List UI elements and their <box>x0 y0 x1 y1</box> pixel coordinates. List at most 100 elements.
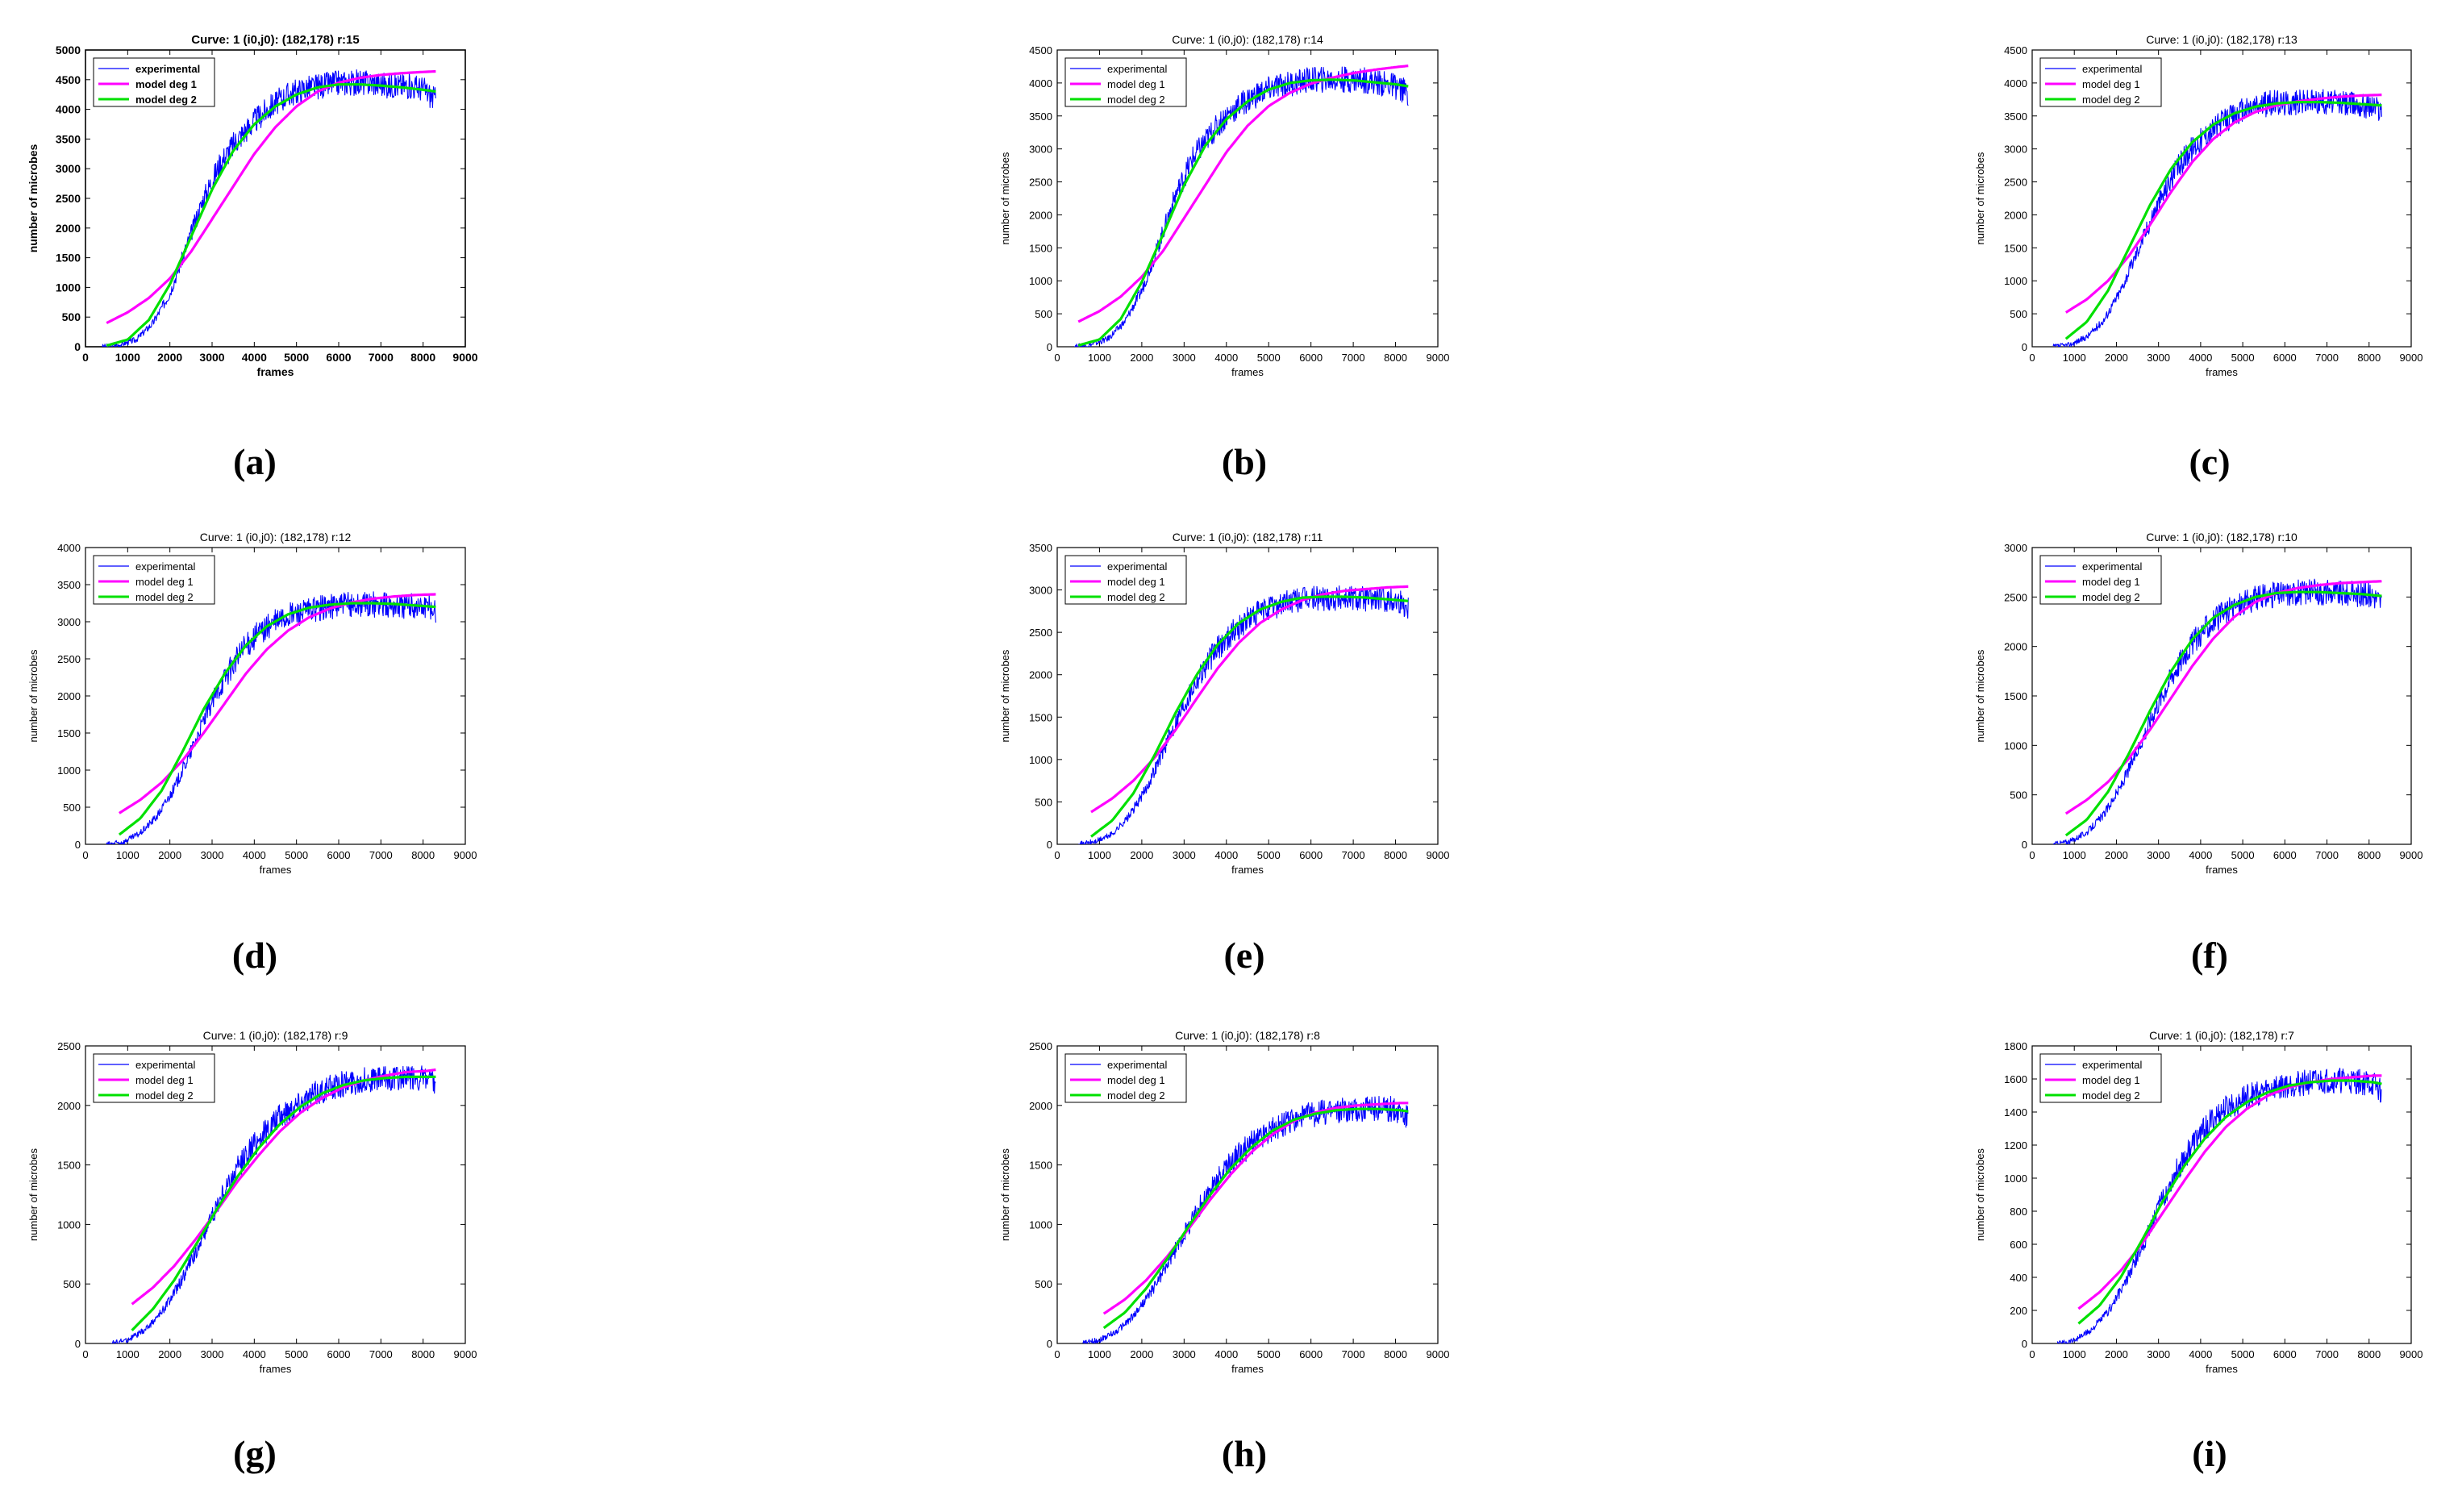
y-tick-label: 3000 <box>1029 585 1052 597</box>
x-tick-label: 6000 <box>1299 352 1323 364</box>
x-tick-label: 9000 <box>452 351 477 364</box>
y-tick-label: 2000 <box>57 690 81 702</box>
chart-title: Curve: 1 (i0,j0): (182,178) r:10 <box>2146 531 2297 544</box>
y-tick-label: 1000 <box>2004 1173 2027 1185</box>
y-tick-label: 0 <box>75 1338 81 1350</box>
x-tick-label: 6000 <box>2273 1348 2297 1360</box>
x-tick-label: 3000 <box>2147 1348 2170 1360</box>
x-tick-label: 5000 <box>284 351 309 364</box>
y-tick-label: 500 <box>2010 308 2027 320</box>
legend-entry: model deg 2 <box>2082 1089 2140 1102</box>
y-tick-label: 1000 <box>57 764 81 777</box>
x-tick-label: 4000 <box>1214 352 1238 364</box>
x-tick-label: 0 <box>82 351 89 364</box>
y-tick-label: 2500 <box>1029 627 1052 639</box>
legend-entry: experimental <box>2082 560 2143 573</box>
y-axis-title: number of microbes <box>27 144 40 253</box>
series-line-model-deg-1 <box>1102 1102 1409 1315</box>
y-tick-label: 1000 <box>1029 754 1052 766</box>
legend-entry: model deg 1 <box>135 1074 194 1086</box>
x-tick-label: 0 <box>82 849 88 861</box>
x-tick-label: 4000 <box>1214 1348 1238 1360</box>
y-tick-label: 1000 <box>2004 739 2027 752</box>
legend-entry: experimental <box>1107 63 1168 75</box>
chart-panel-9: Curve: 1 (i0,j0): (182,178) r:70 1000 2000… <box>1974 1029 2422 1375</box>
y-tick-label: 1500 <box>2004 242 2027 254</box>
y-tick-label: 500 <box>63 1278 81 1290</box>
series-line-model-deg-2 <box>1102 1107 1409 1330</box>
x-tick-label: 6000 <box>326 351 351 364</box>
panel-label-h: (h) <box>1222 1433 1267 1474</box>
x-tick-label: 7000 <box>2315 1348 2339 1360</box>
series-line-experimental <box>110 1065 436 1343</box>
x-tick-label: 9000 <box>1427 849 1450 861</box>
series-line-model-deg-1 <box>131 1068 436 1306</box>
y-tick-label: 2000 <box>1029 669 1052 681</box>
y-tick-label: 500 <box>1035 796 1052 808</box>
y-tick-label: 1400 <box>2004 1106 2027 1118</box>
y-tick-label: 1500 <box>1029 242 1052 254</box>
chart-title: Curve: 1 (i0,j0): (182,178) r:11 <box>1173 531 1323 544</box>
x-tick-label: 0 <box>1054 849 1060 861</box>
x-tick-label: 9000 <box>1427 352 1450 364</box>
y-tick-label: 4000 <box>57 542 81 554</box>
y-tick-label: 1500 <box>2004 690 2027 702</box>
x-axis-title: frames <box>2206 1363 2238 1375</box>
x-tick-label: 1000 <box>2063 849 2086 861</box>
y-tick-label: 4000 <box>2004 77 2027 90</box>
y-tick-label: 500 <box>1035 1278 1052 1290</box>
legend-entry: model deg 2 <box>1107 1089 1165 1102</box>
y-axis-title: number of microbes <box>999 1148 1011 1241</box>
x-tick-label: 7000 <box>2315 849 2339 861</box>
x-tick-label: 9000 <box>2400 849 2423 861</box>
y-axis-title: number of microbes <box>999 152 1011 244</box>
x-axis-title: frames <box>2206 864 2238 876</box>
x-tick-label: 2000 <box>158 849 181 861</box>
series-line-model-deg-1 <box>1090 585 1409 814</box>
y-tick-label: 3500 <box>1029 542 1052 554</box>
legend-entry: model deg 1 <box>135 78 197 90</box>
y-tick-label: 0 <box>2022 1338 2027 1350</box>
chart-title: Curve: 1 (i0,j0): (182,178) r:9 <box>203 1029 348 1042</box>
x-tick-label: 9000 <box>2400 1348 2423 1360</box>
x-tick-label: 7000 <box>369 849 393 861</box>
x-axis-title: frames <box>260 1363 292 1375</box>
legend-entry: model deg 1 <box>1107 78 1165 90</box>
y-tick-label: 400 <box>2010 1272 2027 1284</box>
x-tick-label: 8000 <box>411 849 435 861</box>
legend-entry: model deg 1 <box>2082 576 2140 588</box>
x-axis-title: frames <box>260 864 292 876</box>
x-tick-label: 7000 <box>1342 1348 1365 1360</box>
panel-label-a: (a) <box>233 441 277 482</box>
y-tick-label: 1800 <box>2004 1040 2027 1052</box>
legend-entry: model deg 1 <box>135 576 194 588</box>
series-line-experimental <box>2056 1068 2382 1343</box>
y-tick-label: 2000 <box>2004 209 2027 221</box>
y-tick-label: 2500 <box>2004 591 2027 603</box>
y-axis-title: number of microbes <box>1974 152 1986 244</box>
y-tick-label: 3500 <box>2004 110 2027 123</box>
panel-label-f: (f) <box>2191 935 2228 976</box>
x-tick-label: 0 <box>2029 849 2035 861</box>
x-tick-label: 0 <box>1054 352 1060 364</box>
x-tick-label: 9000 <box>2400 352 2423 364</box>
x-tick-label: 1000 <box>115 351 140 364</box>
x-tick-label: 6000 <box>1299 849 1323 861</box>
x-tick-label: 6000 <box>2273 352 2297 364</box>
y-tick-label: 3000 <box>56 162 81 175</box>
series-line-model-deg-2 <box>106 83 436 347</box>
x-tick-label: 7000 <box>369 351 394 364</box>
y-tick-label: 3500 <box>56 132 81 145</box>
x-tick-label: 0 <box>2029 1348 2035 1360</box>
y-tick-label: 1000 <box>56 281 81 294</box>
x-tick-label: 4000 <box>242 351 267 364</box>
x-tick-label: 5000 <box>285 849 308 861</box>
x-tick-label: 8000 <box>2357 1348 2381 1360</box>
x-tick-label: 1000 <box>2063 352 2086 364</box>
x-tick-label: 1000 <box>116 849 140 861</box>
y-tick-label: 0 <box>2022 839 2027 851</box>
legend-box <box>2039 1053 2162 1103</box>
chart-panel-6: Curve: 1 (i0,j0): (182,178) r:10 0 1000 200… <box>1974 531 2422 876</box>
x-tick-label: 1000 <box>1088 352 1111 364</box>
